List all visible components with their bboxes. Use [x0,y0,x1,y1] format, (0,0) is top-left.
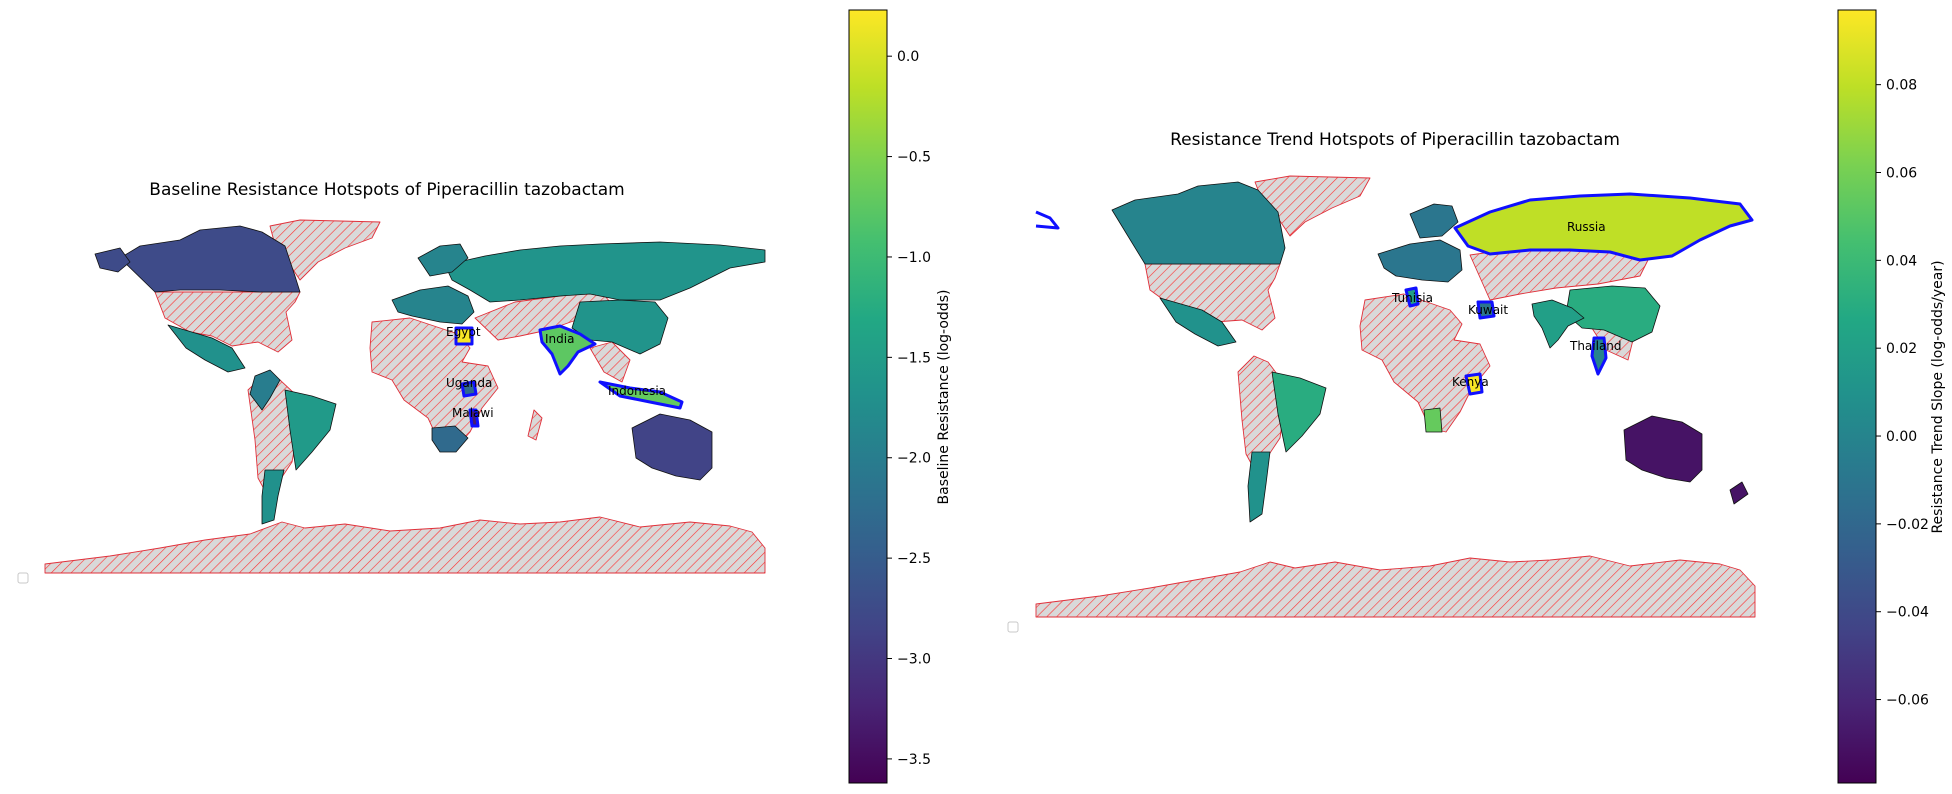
trend-label-kuwait: Kuwait [1468,303,1508,317]
baseline-label-indonesia: Indonesia [608,384,666,398]
colorbar-tick-label: −0.04 [1886,605,1929,621]
country-argentina [261,469,285,525]
country-europe [391,285,475,325]
baseline-colorbar-ticks: 0.0 −0.5 −1.0 −1.5 −2.0 −2.5 −3.0 −3.5 [887,49,931,768]
colorbar-tick-label: −3.5 [897,752,931,768]
south-america-nodata [1237,355,1285,477]
trend-colorbar-ticks: 0.08 0.06 0.04 0.02 0.00 −0.02 −0.04 −0.06 [1876,78,1929,709]
trend-map-panel: Resistance Trend Hotspots of Piperacilli… [1007,9,1946,784]
colorbar-tick-label: −2.5 [897,551,931,567]
country-india [1531,299,1585,349]
country-scandinavia [1409,203,1459,239]
baseline-hotspot-indonesia [598,380,684,410]
country-angola [1423,407,1443,433]
colorbar-tick-label: 0.04 [1886,253,1917,269]
colorbar-tick-label: 0.06 [1886,166,1917,182]
trend-map-title: Resistance Trend Hotspots of Piperacilli… [1170,130,1620,150]
trend-label-thailand: Thailand [1569,339,1622,353]
antarctica-nodata [44,516,766,574]
trend-map [1035,175,1756,618]
colorbar-tick-label: 0.08 [1886,78,1917,94]
baseline-colorbar-gradient [848,9,888,784]
baseline-label-india: India [545,332,574,346]
colorbar-tick-label: −0.02 [1886,517,1929,533]
trend-label-tunisia: Tunisia [1391,291,1433,305]
trend-hotspot-alaska [1035,210,1060,230]
baseline-map [44,219,766,574]
country-europe [1377,239,1463,283]
baseline-label-egypt: Egypt [446,325,481,339]
country-scandinavia [417,243,469,277]
baseline-legend-box [17,572,29,584]
baseline-hotspot-egypt [454,326,474,346]
colorbar-tick-label: 0.02 [1886,341,1917,357]
usa-nodata [154,291,301,353]
country-china [1565,285,1661,343]
country-australia [631,413,713,481]
colorbar-tick-label: −2.0 [897,451,931,467]
country-south-africa [431,425,469,453]
country-russia [444,241,766,303]
country-canada [1111,181,1286,265]
baseline-label-uganda: Uganda [446,376,492,390]
country-new-zealand [1729,481,1749,505]
baseline-colorbar: 0.0 −0.5 −1.0 −1.5 −2.0 −2.5 −3.0 −3.5 Baseline… [848,9,952,784]
country-brazil [284,389,337,471]
trend-legend-box [1007,621,1019,633]
country-mexico [1159,297,1237,347]
colorbar-tick-label: 0.0 [897,49,919,65]
country-argentina [1247,451,1271,523]
trend-label-kenya: Kenya [1452,375,1489,389]
country-peru [249,369,281,411]
country-alaska [94,247,131,273]
trend-colorbar: 0.08 0.06 0.04 0.02 0.00 −0.02 −0.04 −0.06 Resi… [1837,9,1946,784]
baseline-hotspot-uganda [460,380,478,398]
africa-nodata [1359,293,1491,433]
baseline-map-panel: Baseline Resistance Hotspots of Piperaci… [17,9,952,784]
trend-label-russia: Russia [1567,220,1606,234]
baseline-colorbar-label: Baseline Resistance (log-odds) [936,290,952,505]
colorbar-tick-label: −3.0 [897,652,931,668]
trend-colorbar-label: Resistance Trend Slope (log-odds/year) [1930,260,1946,533]
trend-hotspot-kenya [1464,372,1484,396]
country-australia [1623,415,1703,483]
baseline-map-title: Baseline Resistance Hotspots of Piperaci… [149,180,624,200]
colorbar-tick-label: −0.06 [1886,693,1929,709]
madagascar-nodata [527,409,543,441]
asia-se-nodata [589,341,631,383]
baseline-hotspot-india [538,324,597,376]
colorbar-tick-label: −1.5 [897,350,931,366]
colorbar-tick-label: −1.0 [897,250,931,266]
trend-colorbar-gradient [1837,9,1877,784]
trend-hotspot-tunisia [1404,286,1420,308]
antarctica-nodata [1035,555,1756,618]
trend-hotspot-kuwait [1476,300,1496,320]
trend-hotspot-russia [1453,192,1754,262]
country-mexico [167,324,246,373]
country-canada [119,225,301,293]
baseline-label-malawi: Malawi [452,406,494,420]
colorbar-tick-label: −0.5 [897,150,931,166]
trend-hotspot-thailand [1590,336,1608,376]
country-brazil [1271,371,1327,453]
colorbar-tick-label: 0.00 [1886,429,1917,445]
baseline-hotspot-malawi [468,408,480,428]
